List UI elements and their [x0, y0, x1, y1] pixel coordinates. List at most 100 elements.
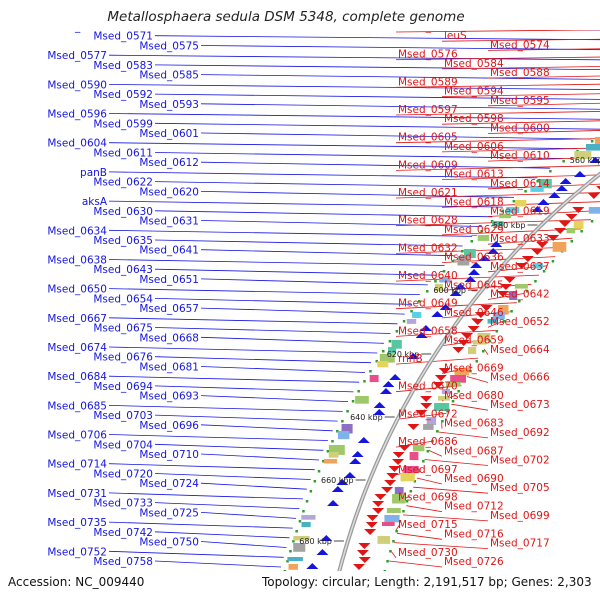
feature-tracks	[283, 137, 600, 578]
reverse-gene-label: Msed_0645	[444, 279, 504, 291]
feature-block	[384, 515, 400, 523]
forward-gene-label: Msed_0577	[47, 50, 107, 62]
right-label-connector	[395, 385, 462, 393]
feature-block	[586, 144, 600, 151]
right-label-connector	[487, 130, 600, 134]
left-label-connector	[200, 395, 349, 402]
feature-block	[492, 312, 505, 320]
feature-block	[324, 459, 338, 464]
feature-block	[566, 228, 576, 234]
map-title: Metallosphaera sedula DSM 5348, complete…	[107, 9, 464, 25]
forward-gene-mark	[415, 332, 428, 338]
feature-block	[301, 522, 311, 528]
feature-block	[386, 508, 401, 513]
reverse-gene-mark	[358, 557, 371, 563]
forward-gene-label: Msed_0675	[93, 323, 153, 335]
left-label-connector	[200, 161, 551, 169]
label-connector-lines	[108, 25, 600, 568]
forward-gene-mark	[468, 269, 481, 275]
feature-block	[533, 263, 543, 269]
left-label-connector	[154, 181, 526, 188]
reverse-gene-label: Msed_0621	[398, 187, 458, 199]
right-label-connector	[487, 75, 600, 79]
reverse-gene-mark	[503, 277, 516, 283]
right-label-connector	[395, 165, 600, 171]
right-label-connector	[466, 376, 489, 383]
reverse-gene-mark	[438, 368, 451, 374]
feature-block	[379, 354, 395, 363]
left-label-connector	[200, 424, 333, 432]
reverse-gene-mark	[372, 508, 385, 514]
left-label-connector	[154, 93, 600, 100]
feature-block	[293, 543, 306, 552]
feature-block	[573, 221, 584, 229]
reverse-gene-label: Msed_0680	[444, 390, 504, 402]
forward-gene-label: Msed_0685	[47, 400, 107, 412]
forward-gene-label: Msed_0593	[139, 99, 199, 111]
forward-gene-label: Msed_0714	[47, 459, 107, 471]
left-label-connector	[200, 512, 297, 519]
reverse-gene-label: Msed_0636	[444, 252, 504, 264]
right-label-connector	[395, 523, 401, 531]
left-label-connector	[108, 142, 578, 150]
forward-gene-mark	[389, 374, 402, 380]
reverse-gene-mark	[515, 263, 528, 269]
right-label-connector	[441, 201, 600, 208]
right-label-connector	[395, 330, 497, 337]
reverse-gene-label: leuS	[444, 30, 467, 42]
feature-block	[539, 179, 552, 189]
left-label-connector	[200, 45, 600, 51]
right-label-connector	[441, 66, 600, 70]
reverse-gene-label: Msed_0666	[490, 372, 550, 384]
reverse-gene-mark	[384, 480, 397, 486]
right-label-connector	[483, 348, 489, 356]
right-label-connector	[403, 514, 489, 522]
feature-block	[341, 424, 353, 434]
feature-block	[509, 291, 518, 300]
reverse-gene-label: Msed_0670	[398, 381, 458, 393]
forward-gene-mark	[470, 262, 483, 268]
reverse-gene-mark	[480, 305, 493, 311]
left-label-connector	[108, 405, 343, 412]
feature-block	[499, 214, 512, 219]
forward-gene-label: Msed_0696	[139, 420, 199, 432]
reverse-gene-label: Msed_0588	[490, 67, 550, 79]
reverse-gene-label: Msed_0614	[490, 178, 550, 190]
reverse-gene-mark	[554, 228, 567, 234]
feature-block	[412, 312, 422, 318]
forward-gene-mark	[478, 255, 491, 261]
forward-gene-label: Msed_0735	[47, 517, 107, 529]
feature-block	[391, 340, 402, 349]
right-label-connector	[437, 431, 489, 439]
forward-gene-mark	[555, 185, 568, 191]
forward-gene-mark	[490, 241, 503, 247]
right-label-connector	[487, 293, 524, 300]
reverse-gene-label: Msed_0646	[444, 307, 504, 319]
reverse-gene-mark	[474, 312, 487, 318]
forward-gene-mark	[316, 549, 329, 555]
right-label-connector	[394, 542, 489, 549]
left-label-connector	[108, 521, 293, 529]
reverse-gene-label: Msed_0640	[398, 270, 458, 282]
reverse-gene-mark	[471, 319, 484, 325]
reverse-gene-mark	[531, 249, 544, 255]
feature-block	[337, 431, 350, 440]
forward-gene-mark	[373, 409, 386, 415]
feature-block	[288, 564, 298, 570]
reverse-gene-label: Msed_0637	[490, 261, 550, 273]
feature-block	[423, 424, 434, 430]
forward-gene-label: Msed_0742	[93, 527, 153, 539]
forward-gene-label: Msed_0635	[93, 235, 153, 247]
feature-block	[463, 249, 476, 258]
feature-block	[382, 522, 395, 526]
forward-gene-mark	[327, 500, 340, 506]
footer-backdrop	[0, 571, 600, 600]
forward-gene-mark	[336, 479, 349, 485]
left-label-connector	[108, 463, 315, 471]
forward-gene-label: Msed_0620	[139, 186, 199, 198]
right-label-connector	[451, 403, 489, 411]
feature-block	[388, 347, 396, 354]
forward-gene-label: Msed_0634	[47, 225, 107, 237]
left-label-connector	[154, 414, 338, 422]
feature-block	[506, 207, 520, 213]
